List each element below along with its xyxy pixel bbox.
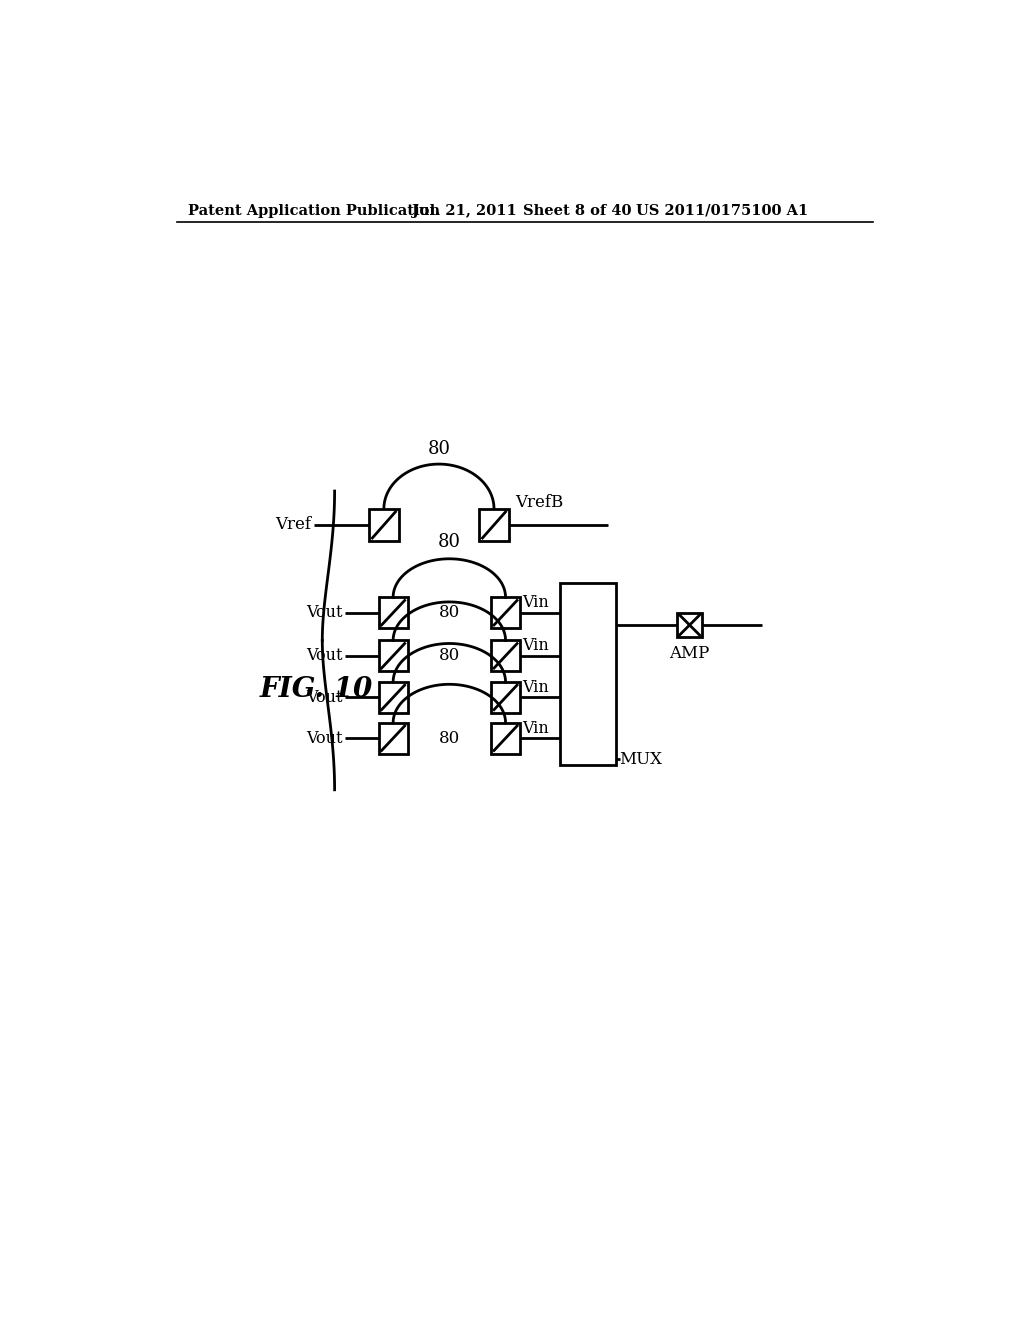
Bar — [379, 598, 408, 628]
Text: Vout: Vout — [306, 689, 342, 706]
Text: US 2011/0175100 A1: US 2011/0175100 A1 — [636, 203, 808, 218]
Bar — [677, 612, 701, 638]
Text: AMP: AMP — [670, 645, 710, 663]
Text: Patent Application Publication: Patent Application Publication — [188, 203, 440, 218]
Bar — [490, 640, 520, 671]
Bar — [490, 723, 520, 754]
Text: MUX: MUX — [620, 751, 663, 767]
Text: FIG. 10: FIG. 10 — [260, 676, 373, 704]
Text: Vref: Vref — [275, 516, 311, 533]
Bar — [370, 508, 398, 541]
Text: Vin: Vin — [521, 594, 549, 611]
Bar — [560, 583, 615, 766]
Text: Vout: Vout — [306, 647, 342, 664]
Text: 80: 80 — [438, 533, 461, 552]
Text: Sheet 8 of 40: Sheet 8 of 40 — [523, 203, 632, 218]
Text: Jul. 21, 2011: Jul. 21, 2011 — [412, 203, 516, 218]
Text: Vin: Vin — [521, 719, 549, 737]
Bar — [490, 598, 520, 628]
Text: 80: 80 — [438, 730, 460, 747]
Text: 80: 80 — [438, 605, 460, 622]
Bar — [490, 682, 520, 713]
Bar — [379, 640, 408, 671]
Text: 80: 80 — [438, 647, 460, 664]
Bar — [379, 682, 408, 713]
Text: Vout: Vout — [306, 730, 342, 747]
Text: 80: 80 — [427, 440, 451, 458]
Bar — [479, 508, 509, 541]
Text: Vout: Vout — [306, 605, 342, 622]
Text: VrefB: VrefB — [515, 494, 563, 511]
Text: Vin: Vin — [521, 678, 549, 696]
Bar — [379, 723, 408, 754]
Text: Vin: Vin — [521, 638, 549, 655]
